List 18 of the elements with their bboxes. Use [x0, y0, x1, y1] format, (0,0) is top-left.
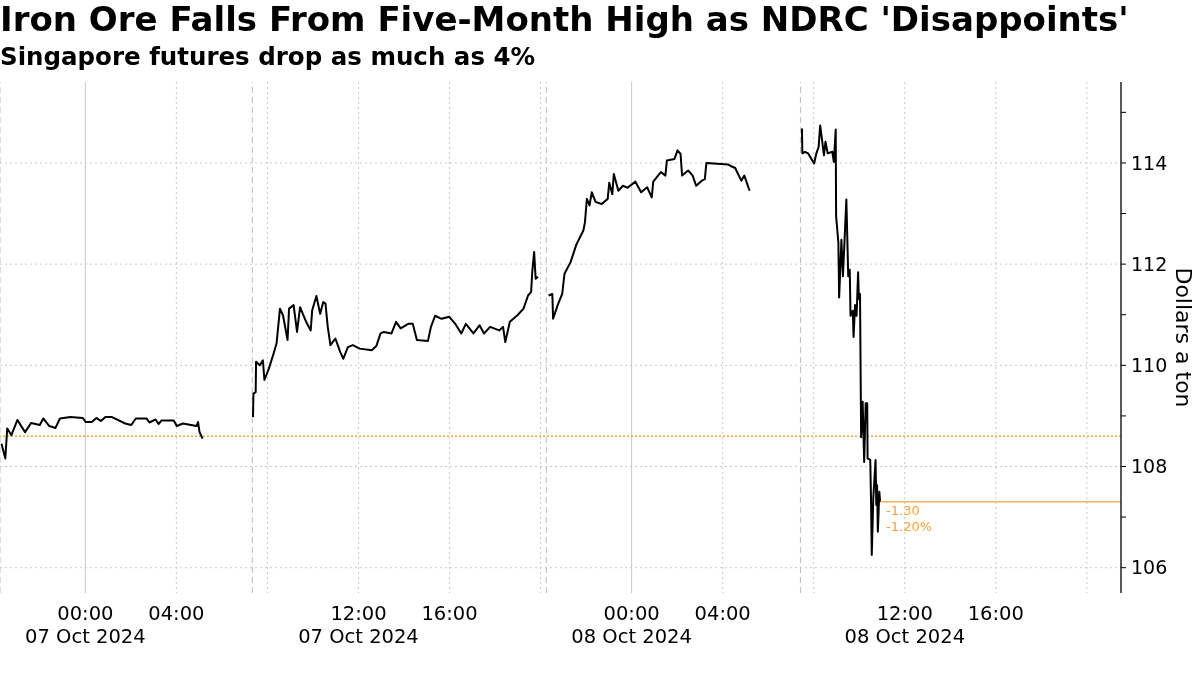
- y-tick-label: 108: [1131, 455, 1168, 478]
- x-tick-label: 04:00: [148, 602, 205, 625]
- chart-title: Iron Ore Falls From Five-Month High as NDRC 'Disappoints': [0, 0, 1129, 39]
- y-tick-label: 106: [1131, 556, 1168, 579]
- x-tick-label: 00:00 07 Oct 2024: [25, 602, 146, 648]
- x-tick-label: 16:00: [421, 602, 478, 625]
- x-tick-label: 04:00: [694, 602, 751, 625]
- y-tick-label: 112: [1131, 252, 1168, 275]
- x-tick-label: 12:00 08 Oct 2024: [844, 602, 966, 648]
- x-tick-label: 12:00 07 Oct 2024: [298, 602, 419, 648]
- y-tick-label: 110: [1131, 354, 1168, 377]
- x-tick-label: 00:00 08 Oct 2024: [571, 602, 692, 648]
- y-axis-title: Dollars a ton: [1170, 267, 1196, 408]
- y-tick-label: 114: [1131, 151, 1168, 174]
- annotation: -1.20%: [886, 519, 933, 535]
- chart-subtitle: Singapore futures drop as much as 4%: [0, 42, 536, 71]
- annotation: -1.30: [886, 503, 920, 519]
- x-tick-label: 16:00: [967, 602, 1024, 625]
